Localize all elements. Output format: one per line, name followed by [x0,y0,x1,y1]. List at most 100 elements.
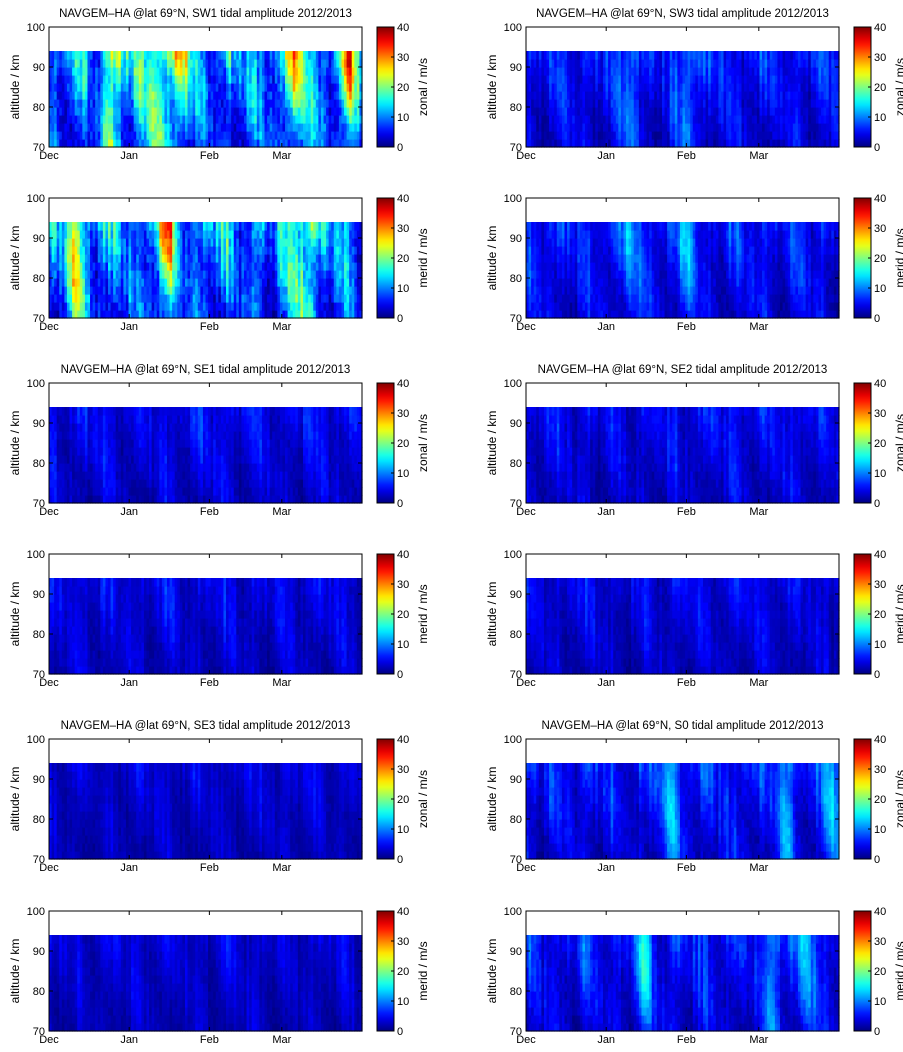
heatmap-cell [297,123,302,132]
heatmap-cell [77,107,81,116]
heatmap-cell [338,131,343,140]
heatmap-cell [167,131,171,140]
heatmap-cell [797,139,802,148]
heatmap-cell [154,67,158,76]
heatmap-cell [708,75,712,84]
heatmap-cell [541,91,545,100]
heatmap-cell [338,139,343,148]
heatmap-cell [95,238,99,247]
heatmap-cell [177,278,181,287]
heatmap-cell [108,238,112,247]
heatmap-cell [149,123,153,132]
heatmap-cell [669,107,673,116]
heatmap-cell [210,131,214,140]
heatmap-cell [192,131,196,140]
heatmap-cell [90,123,94,132]
heatmap-cell [767,59,771,68]
heatmap-cell [608,67,612,76]
heatmap-cell [92,115,96,124]
heatmap-cell [751,59,755,68]
heatmap-cell [264,91,268,100]
heatmap-cell [792,67,796,76]
heatmap-cell [69,75,73,84]
heatmap-cell [249,294,253,303]
heatmap-cell [705,59,709,68]
heatmap-cell [664,115,668,124]
heatmap-cell [156,310,160,319]
heatmap-cell [661,91,666,100]
heatmap-cell [131,270,135,279]
heatmap-cell [182,222,186,231]
heatmap-cell [195,246,199,255]
heatmap-cell [54,99,58,108]
heatmap-cell [61,67,65,76]
heatmap-cell [677,123,681,132]
heatmap-cell [346,107,350,116]
heatmap-cell [97,310,101,319]
heatmap-cell [590,51,594,60]
heatmap-cell [795,51,799,60]
y-tick-label: 100 [27,22,45,34]
y-tick-label: 90 [33,62,45,74]
heatmap-cell [141,310,145,319]
heatmap-cell [315,139,319,148]
heatmap-cell [623,91,627,100]
heatmap-cell [154,123,158,132]
heatmap-cell [674,131,678,140]
heatmap-cell [133,254,137,263]
heatmap-cell [105,99,109,108]
heatmap-cell [197,51,201,60]
heatmap-cell [623,67,627,76]
heatmap-cell [146,270,150,279]
heatmap-cell [556,59,560,68]
heatmap-cell [564,115,568,124]
heatmap-cell [177,59,181,68]
heatmap-cell [290,51,294,60]
heatmap-cell [238,115,243,124]
heatmap-cells [49,51,363,148]
heatmap-cell [195,131,199,140]
heatmap-cell [167,123,171,132]
heatmap-cell [582,115,586,124]
heatmap-cell [569,99,573,108]
heatmap-cell [769,139,773,148]
heatmap-cell [105,107,109,116]
heatmap-cell [326,139,330,148]
heatmap-cell [77,75,81,84]
heatmap-cell [718,115,722,124]
heatmap-cell [161,246,166,255]
heatmap-cell [102,270,107,279]
heatmap-cell [659,99,663,108]
heatmap-cell [559,91,563,100]
heatmap-cell [569,67,573,76]
heatmap-cell [146,115,150,124]
heatmap-cell [559,83,563,92]
heatmap-cell [805,91,809,100]
heatmap-cell [636,123,640,132]
heatmap-cell [526,139,530,148]
heatmap-cell [200,254,204,263]
heatmap-cell [790,51,794,60]
heatmap-cell [154,83,158,92]
heatmap-cell [87,302,91,311]
heatmap-cell [56,123,60,132]
heatmap-cell [120,91,125,100]
heatmap-cell [241,115,245,124]
heatmap-cell [233,278,237,287]
heatmap-cell [195,222,199,231]
heatmap-cell [705,51,709,60]
heatmap-cell [821,67,825,76]
heatmap-cell [90,51,94,60]
heatmap-cell [808,107,812,116]
heatmap-cell [128,75,132,84]
heatmap-cell [554,131,558,140]
heatmap-cell [241,75,245,84]
heatmap-cell [710,131,714,140]
heatmap-cell [672,59,676,68]
heatmap-cell [726,107,730,116]
heatmap-cell [685,59,689,68]
heatmap-cell [149,99,153,108]
heatmap-cell [672,107,676,116]
heatmap-cell [82,310,86,319]
heatmap-cell [744,67,748,76]
